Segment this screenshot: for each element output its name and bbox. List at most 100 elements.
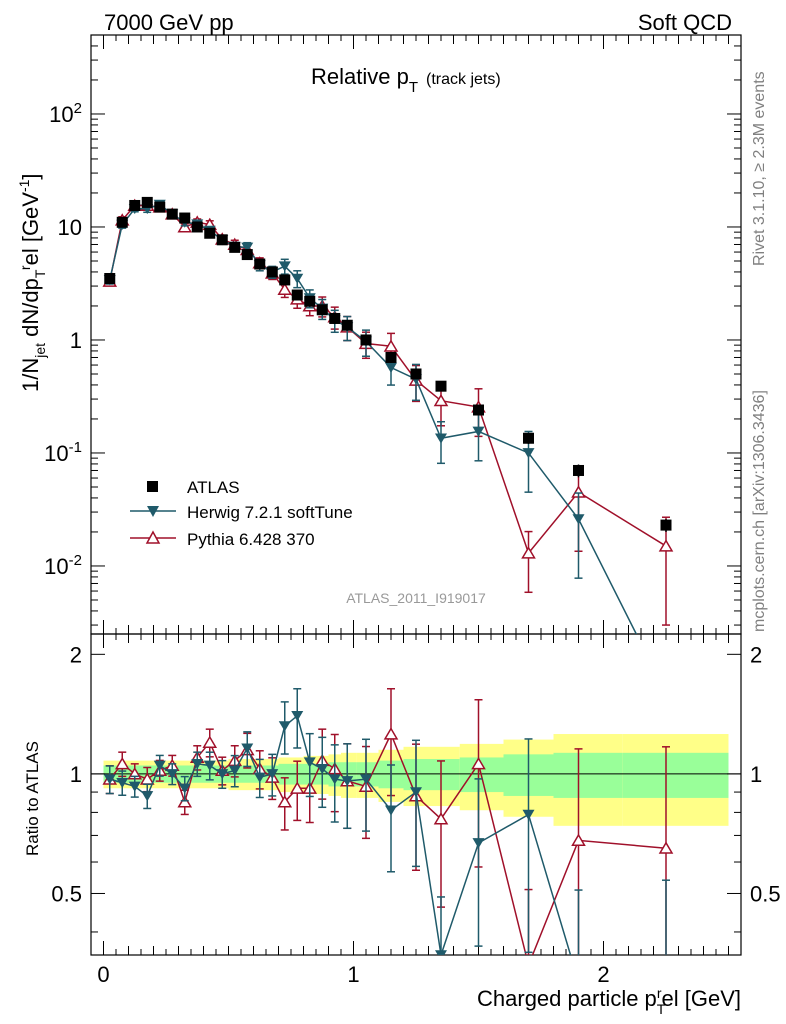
herwig-ratio-point — [216, 769, 229, 780]
band-inner — [553, 752, 623, 798]
pythia-point — [383, 339, 399, 352]
herwig-ratio-point — [128, 781, 141, 792]
y-tick-label-ratio-right: 2 — [750, 642, 762, 667]
atlas-point — [316, 304, 328, 316]
herwig-ratio-point — [178, 783, 191, 794]
analysis-id: ATLAS_2011_I919017 — [346, 590, 486, 606]
herwig-ratio-point — [266, 769, 279, 780]
atlas-point — [116, 216, 128, 228]
atlas-point — [385, 351, 397, 363]
atlas-point — [129, 199, 141, 211]
pythia-ratio-point — [433, 812, 449, 825]
atlas-point — [154, 201, 166, 213]
pythia-ratio-line — [109, 732, 667, 955]
herwig-ratio-point — [522, 809, 535, 820]
y-tick-label-ratio-right: 0.5 — [750, 881, 781, 906]
y-tick-label-main: 10-2 — [44, 552, 82, 579]
pythia-ratio-point — [202, 735, 218, 748]
atlas-point — [304, 295, 316, 307]
herwig-ratio-point — [253, 772, 266, 783]
pythia-point — [277, 282, 293, 295]
atlas-point — [166, 208, 178, 220]
herwig-ratio-point — [241, 743, 254, 754]
atlas-point — [104, 272, 116, 284]
atlas-point — [204, 227, 216, 239]
pythia-ratio-point — [658, 841, 674, 854]
x-tick-label: 2 — [597, 962, 609, 987]
atlas-point — [660, 519, 672, 531]
herwig-ratio-point — [191, 759, 204, 770]
mcplots-label: mcplots.cern.ch [arXiv:1306.3436] — [751, 390, 768, 632]
x-tick-label: 1 — [347, 962, 359, 987]
pythia-point — [433, 393, 449, 407]
herwig-ratio-point — [203, 760, 216, 771]
legend-herwig-marker — [147, 506, 159, 517]
ratio-plot-data — [102, 688, 674, 955]
legend-pythia-marker — [145, 530, 161, 544]
x-axis-label: Charged particle pTrel [GeV] — [477, 985, 741, 1017]
pythia-ratio-point — [277, 795, 293, 808]
band-inner — [622, 752, 729, 798]
atlas-point — [410, 368, 422, 380]
y-axis-label-main: 1/Njet dN/dpTrel [GeV-1] — [16, 173, 48, 392]
axis-ticks: 0 1 2 10-2 10-1 1 10 102 0.5 0.5 1 1 2 2 — [44, 34, 781, 987]
atlas-point — [141, 196, 153, 208]
atlas-point — [329, 312, 341, 324]
main-plot-data — [102, 196, 674, 634]
pythia-point — [521, 546, 536, 559]
herwig-point — [385, 362, 397, 373]
atlas-point — [435, 380, 447, 392]
herwig-ratio-point — [141, 791, 154, 802]
herwig-line — [109, 203, 638, 634]
herwig-ratio-point — [103, 774, 116, 785]
atlas-point — [191, 221, 203, 233]
pythia-ratio-point — [289, 781, 305, 794]
y-tick-label-ratio: 0.5 — [51, 881, 82, 906]
legend-herwig-label: Herwig 7.2.1 softTune — [187, 503, 353, 522]
y-tick-label-main: 10-1 — [44, 439, 82, 466]
header-right: Soft QCD — [638, 10, 732, 35]
pythia-ratio-point — [114, 756, 130, 770]
atlas-point — [241, 249, 253, 261]
herwig-ratio-point — [360, 774, 372, 785]
herwig-ratio-point — [385, 805, 397, 816]
pythia-ratio-point — [177, 795, 193, 808]
rivet-label: Rivet 3.1.10, ≥ 2.3M events — [751, 71, 768, 266]
pythia-ratio-point — [571, 833, 586, 846]
herwig-point — [572, 514, 585, 525]
pythia-line — [109, 204, 667, 555]
atlas-point — [216, 234, 228, 246]
legend-atlas-marker — [147, 481, 158, 492]
herwig-ratio-point — [316, 763, 329, 775]
atlas-point — [341, 319, 353, 331]
header-left: 7000 GeV pp — [104, 10, 234, 35]
herwig-ratio-point — [303, 757, 316, 768]
legend: ATLAS Herwig 7.2.1 softTune Pythia 6.428… — [130, 478, 353, 549]
pythia-point — [658, 539, 674, 552]
herwig-point — [522, 448, 535, 459]
herwig-point — [472, 426, 485, 437]
herwig-point — [278, 261, 291, 272]
plot-title: Relative pT (track jets) — [311, 64, 501, 96]
atlas-point — [473, 404, 484, 416]
legend-atlas-label: ATLAS — [187, 478, 240, 497]
herwig-ratio-point — [435, 950, 447, 955]
herwig-ratio-point — [328, 774, 341, 785]
herwig-ratio-line — [109, 714, 572, 955]
atlas-point — [523, 432, 534, 444]
herwig-ratio-point — [472, 838, 485, 849]
herwig-point — [291, 273, 304, 284]
atlas-point — [229, 241, 241, 253]
legend-pythia-label: Pythia 6.428 370 — [187, 530, 315, 549]
x-tick-label: 0 — [97, 962, 109, 987]
herwig-ratio-point — [291, 711, 304, 722]
pythia-ratio-point — [383, 727, 399, 740]
pythia-ratio-point — [471, 756, 486, 770]
y-tick-label-main: 102 — [49, 100, 82, 127]
atlas-point — [266, 266, 278, 278]
herwig-point — [241, 242, 254, 253]
atlas-point — [573, 464, 584, 476]
band-inner — [428, 759, 460, 791]
herwig-ratio-point — [116, 777, 129, 789]
herwig-ratio-point — [228, 765, 241, 776]
